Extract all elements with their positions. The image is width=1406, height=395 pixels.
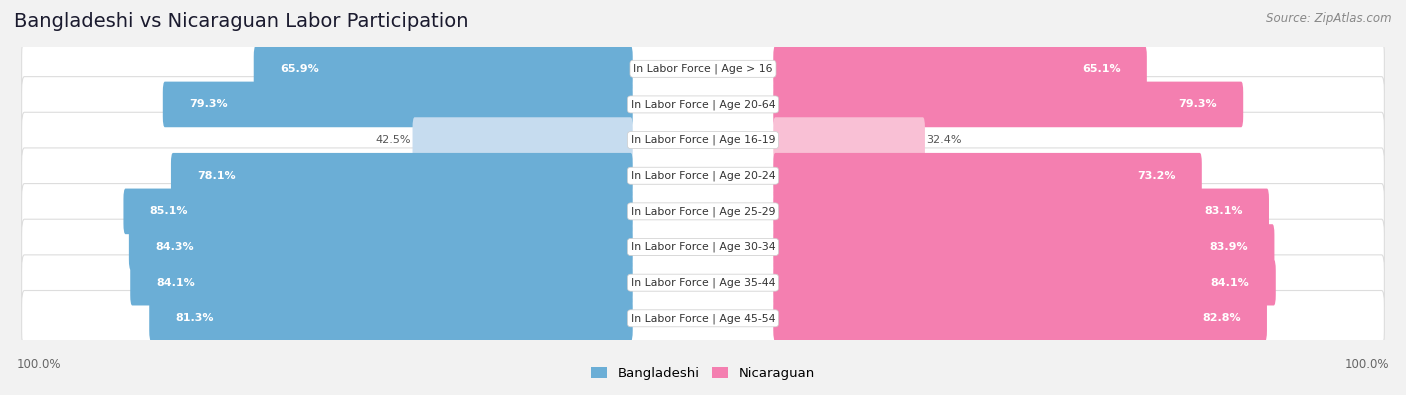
Text: 81.3%: 81.3% <box>176 313 214 324</box>
Text: 83.1%: 83.1% <box>1205 206 1243 216</box>
FancyBboxPatch shape <box>21 219 1385 275</box>
Text: 84.3%: 84.3% <box>155 242 194 252</box>
FancyBboxPatch shape <box>773 188 1270 234</box>
FancyBboxPatch shape <box>412 117 633 163</box>
FancyBboxPatch shape <box>773 295 1267 341</box>
Text: 100.0%: 100.0% <box>1344 358 1389 371</box>
FancyBboxPatch shape <box>773 82 1243 127</box>
FancyBboxPatch shape <box>21 290 1385 346</box>
Text: In Labor Force | Age 45-54: In Labor Force | Age 45-54 <box>631 313 775 324</box>
Text: 100.0%: 100.0% <box>17 358 62 371</box>
FancyBboxPatch shape <box>21 41 1385 97</box>
Text: Source: ZipAtlas.com: Source: ZipAtlas.com <box>1267 12 1392 25</box>
FancyBboxPatch shape <box>21 255 1385 310</box>
Text: 84.1%: 84.1% <box>156 278 195 288</box>
FancyBboxPatch shape <box>172 153 633 199</box>
Text: 84.1%: 84.1% <box>1211 278 1250 288</box>
Text: In Labor Force | Age 25-29: In Labor Force | Age 25-29 <box>631 206 775 216</box>
FancyBboxPatch shape <box>131 260 633 305</box>
Text: In Labor Force | Age 30-34: In Labor Force | Age 30-34 <box>631 242 775 252</box>
FancyBboxPatch shape <box>149 295 633 341</box>
FancyBboxPatch shape <box>773 260 1275 305</box>
FancyBboxPatch shape <box>129 224 633 270</box>
Text: In Labor Force | Age 35-44: In Labor Force | Age 35-44 <box>631 277 775 288</box>
Text: 73.2%: 73.2% <box>1137 171 1175 181</box>
Text: In Labor Force | Age 20-64: In Labor Force | Age 20-64 <box>631 99 775 110</box>
FancyBboxPatch shape <box>773 46 1147 92</box>
Text: 42.5%: 42.5% <box>375 135 411 145</box>
Text: 65.1%: 65.1% <box>1083 64 1121 74</box>
Text: 82.8%: 82.8% <box>1202 313 1240 324</box>
Text: 32.4%: 32.4% <box>927 135 962 145</box>
Text: 79.3%: 79.3% <box>1178 100 1218 109</box>
FancyBboxPatch shape <box>253 46 633 92</box>
FancyBboxPatch shape <box>21 184 1385 239</box>
Text: 65.9%: 65.9% <box>280 64 319 74</box>
Text: 78.1%: 78.1% <box>197 171 236 181</box>
FancyBboxPatch shape <box>21 77 1385 132</box>
Text: In Labor Force | Age 20-24: In Labor Force | Age 20-24 <box>631 171 775 181</box>
Text: In Labor Force | Age 16-19: In Labor Force | Age 16-19 <box>631 135 775 145</box>
Legend: Bangladeshi, Nicaraguan: Bangladeshi, Nicaraguan <box>586 362 820 386</box>
Text: 79.3%: 79.3% <box>188 100 228 109</box>
FancyBboxPatch shape <box>773 153 1202 199</box>
FancyBboxPatch shape <box>163 82 633 127</box>
Text: In Labor Force | Age > 16: In Labor Force | Age > 16 <box>633 64 773 74</box>
FancyBboxPatch shape <box>21 112 1385 168</box>
FancyBboxPatch shape <box>21 148 1385 203</box>
FancyBboxPatch shape <box>773 224 1274 270</box>
Text: 83.9%: 83.9% <box>1209 242 1249 252</box>
Text: 85.1%: 85.1% <box>149 206 188 216</box>
Text: Bangladeshi vs Nicaraguan Labor Participation: Bangladeshi vs Nicaraguan Labor Particip… <box>14 12 468 31</box>
FancyBboxPatch shape <box>773 117 925 163</box>
FancyBboxPatch shape <box>124 188 633 234</box>
